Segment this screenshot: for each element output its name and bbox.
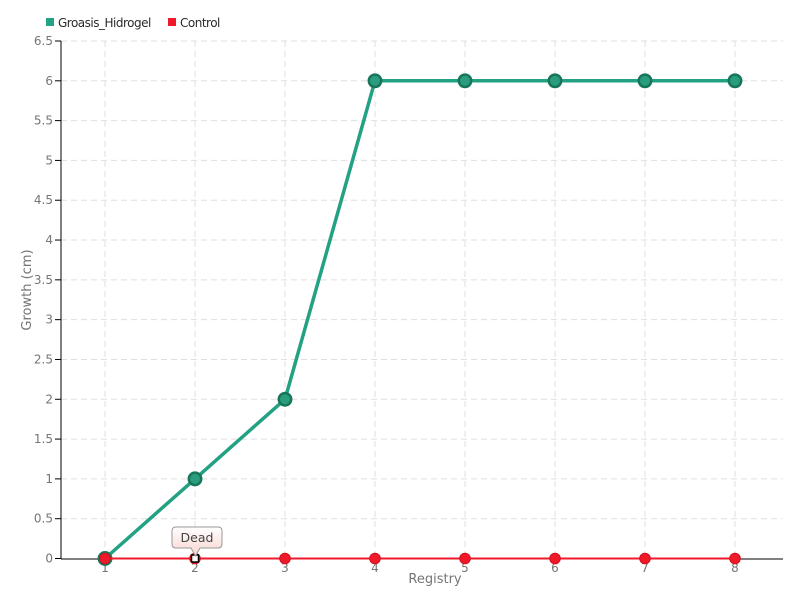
legend-label-groasis-hidrogel: Groasis_Hidrogel [58,16,151,30]
series-layer [97,73,743,566]
y-tick-label: 6.5 [34,34,53,48]
series-line-groasis-hidrogel [103,79,737,561]
y-tick-label: 0.5 [34,512,53,526]
y-tick-label: 2.5 [34,352,53,366]
y-tick-label: 3.5 [34,273,53,287]
y-tick-label: 4 [45,233,53,247]
data-point-control-x8[interactable] [729,552,741,565]
x-tick-label: 6 [551,561,559,575]
x-axis-title: Registry [408,572,462,587]
y-tick-label: 1.5 [34,432,53,446]
legend-swatch-control [168,18,176,26]
y-tick-label: 4.5 [34,193,53,207]
data-point-control-x3[interactable] [279,552,291,565]
data-point-control-x6[interactable] [549,552,561,565]
legend-item-groasis-hidrogel[interactable]: Groasis_Hidrogel [46,16,151,30]
x-tick-label: 8 [731,561,739,575]
data-point-groasis-hidrogel-x3[interactable] [277,391,293,407]
data-point-control-x4[interactable] [369,552,381,565]
data-point-groasis-hidrogel-x6[interactable] [547,73,563,89]
data-point-control-x7[interactable] [639,552,651,565]
data-point-groasis-hidrogel-x7[interactable] [637,73,653,89]
gridlines [61,40,783,559]
data-point-groasis-hidrogel-x5[interactable] [457,73,473,89]
y-tick-label: 5.5 [34,114,53,128]
legend-label-control: Control [180,16,220,30]
y-axis-title: Growth (cm) [20,249,35,330]
y-tick-label: 0 [45,552,53,566]
tooltip-bubble [171,526,223,558]
y-tick-label: 2 [45,392,53,406]
data-point-control-x5[interactable] [459,552,471,565]
y-tick-label: 5 [45,153,53,167]
legend-swatch-groasis-hidrogel [46,18,54,26]
data-point-groasis-hidrogel-x8[interactable] [727,73,743,89]
data-point-groasis-hidrogel-x2[interactable] [187,471,203,487]
legend: Groasis_Hidrogel Control [46,16,221,30]
legend-item-control[interactable]: Control [168,16,221,30]
x-tick-label: 4 [371,561,379,575]
x-tick-label: 5 [461,561,469,575]
axes: 0 0.5 1 1.5 2 2.5 3 3.5 4 4.5 5 5.5 6 6.5 1 2 3 4 5 6 7 8 [34,34,783,575]
x-tick-label: 2 [191,561,199,575]
data-point-groasis-hidrogel-x4[interactable] [367,73,383,89]
y-tick-label: 3 [45,313,53,327]
x-tick-label: 7 [641,561,649,575]
tooltip-text: Dead [181,530,214,545]
tooltip: Dead [171,526,223,558]
x-tick-label: 1 [101,561,109,575]
y-tick-label: 1 [45,472,53,486]
y-tick-label: 6 [45,74,53,88]
x-tick-label: 3 [281,561,289,575]
data-point-control-x1[interactable] [99,552,111,565]
